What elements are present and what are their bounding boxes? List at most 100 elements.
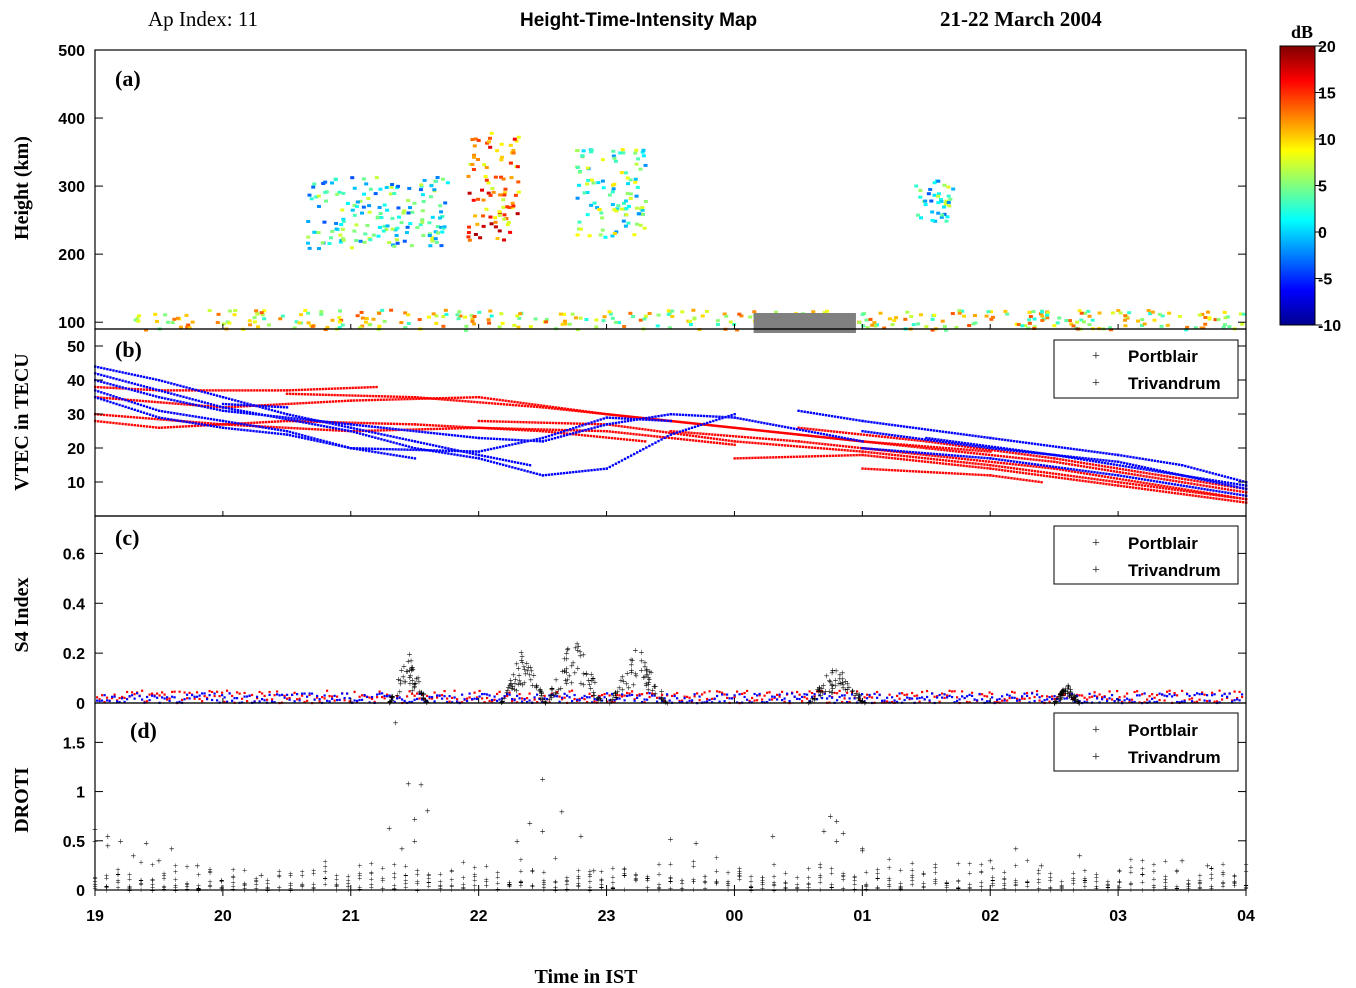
vtec-point — [175, 389, 179, 392]
vtec-point — [522, 427, 525, 431]
s4-point — [376, 696, 379, 699]
s4-point — [338, 698, 341, 702]
vtec-point — [830, 443, 833, 447]
intensity-cell — [387, 241, 392, 245]
s4-point — [1106, 698, 1109, 701]
vtec-point — [905, 435, 909, 439]
vtec-point — [505, 438, 508, 441]
s4-point — [516, 694, 519, 697]
vtec-point — [926, 460, 930, 464]
intensity-cell — [932, 181, 937, 185]
vtec-point — [418, 448, 421, 452]
vtec-point — [681, 429, 685, 432]
vtec-point — [1241, 490, 1245, 494]
vtec-point — [163, 426, 167, 429]
intensity-cell — [508, 143, 513, 147]
vtec-point — [553, 431, 557, 434]
vtec-point — [397, 398, 400, 401]
vtec-point — [1042, 474, 1046, 477]
intensity-cell — [930, 317, 935, 321]
vtec-point — [581, 422, 585, 425]
vtec-point — [1169, 485, 1172, 489]
vtec-point — [742, 456, 745, 460]
vtec-point — [949, 443, 952, 446]
vtec-point — [691, 434, 695, 438]
vtec-point — [166, 389, 170, 392]
vtec-point — [708, 433, 711, 436]
vtec-point — [1139, 470, 1142, 474]
intensity-cell — [144, 328, 149, 332]
intensity-cell — [946, 185, 951, 189]
intensity-cell — [430, 239, 435, 243]
vtec-point — [611, 413, 614, 417]
vtec-point — [528, 464, 532, 467]
vtec-point — [971, 444, 974, 448]
vtec-point — [459, 427, 463, 430]
vtec-point — [1118, 467, 1121, 471]
intensity-cell — [1064, 319, 1069, 323]
intensity-cell — [247, 319, 252, 323]
vtec-point — [623, 417, 627, 420]
vtec-point — [794, 433, 797, 436]
vtec-point — [879, 432, 882, 435]
vtec-point — [897, 443, 900, 446]
vtec-point — [705, 423, 708, 426]
intensity-cell — [615, 207, 620, 211]
intensity-cell — [401, 211, 406, 215]
vtec-point — [962, 464, 965, 467]
vtec-point — [325, 425, 329, 428]
s4-point — [736, 690, 739, 693]
vtec-point — [554, 428, 558, 432]
s4-point — [606, 700, 609, 703]
vtec-point — [340, 399, 344, 403]
vtec-point — [508, 443, 511, 447]
intensity-cell — [466, 174, 471, 178]
vtec-point — [550, 430, 554, 434]
vtec-point — [919, 439, 922, 442]
vtec-point — [1121, 468, 1124, 471]
intensity-cell — [1203, 322, 1208, 326]
vtec-point — [846, 437, 849, 440]
s4-point — [671, 694, 674, 698]
vtec-point — [97, 366, 100, 369]
vtec-point — [1144, 458, 1147, 461]
vtec-point — [676, 432, 680, 436]
s4-point — [763, 694, 766, 697]
vtec-point — [1134, 464, 1138, 467]
vtec-point — [447, 427, 451, 430]
vtec-point — [580, 433, 584, 437]
vtec-point — [477, 426, 481, 429]
vtec-point — [424, 431, 427, 434]
intensity-cell — [1193, 326, 1198, 330]
s4-point — [961, 690, 964, 693]
vtec-point — [731, 426, 735, 429]
vtec-point — [327, 387, 331, 391]
vtec-point — [483, 455, 487, 458]
vtec-point — [297, 420, 301, 423]
s4-point — [1026, 691, 1029, 695]
vtec-point — [974, 449, 977, 452]
vtec-point — [858, 450, 861, 453]
vtec-point — [1027, 469, 1031, 472]
vtec-point — [914, 470, 918, 473]
vtec-point — [1152, 485, 1156, 489]
vtec-point — [839, 431, 842, 434]
vtec-point — [696, 414, 700, 417]
vtec-point — [462, 435, 466, 438]
vtec-point — [474, 426, 478, 430]
vtec-point — [369, 394, 372, 398]
vtec-point — [986, 450, 989, 453]
vtec-point — [662, 419, 665, 422]
vtec-point — [553, 432, 557, 436]
vtec-point — [328, 428, 332, 432]
vtec-point — [885, 422, 888, 426]
intensity-cell — [1139, 323, 1144, 327]
vtec-point — [634, 439, 638, 442]
vtec-point — [617, 431, 620, 434]
vtec-point — [702, 414, 706, 418]
vtec-point — [742, 418, 745, 421]
s4-point — [353, 690, 356, 693]
vtec-point — [687, 427, 691, 430]
vtec-point — [682, 433, 686, 436]
vtec-point — [517, 438, 520, 442]
